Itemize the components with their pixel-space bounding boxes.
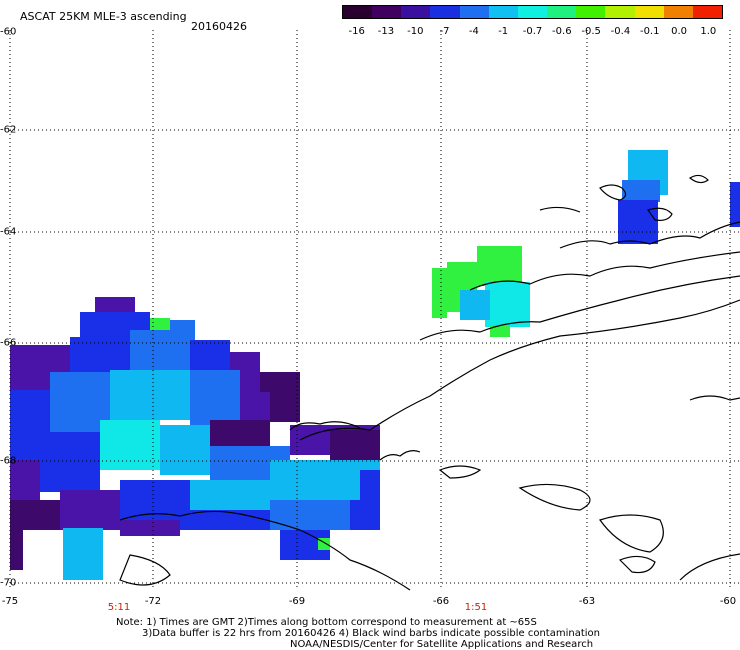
map-title: ASCAT 25KM MLE-3 ascending	[20, 10, 187, 23]
note-line-1: Note: 1) Times are GMT 2)Times along bot…	[116, 617, 537, 628]
swath-cell	[460, 290, 490, 320]
swath-cell	[10, 530, 23, 570]
colorbar-tick-label: 1.0	[700, 26, 717, 37]
colorbar-tick-label: -13	[377, 26, 395, 37]
swath-cell	[10, 500, 60, 530]
colorbar-segment	[634, 6, 664, 18]
colorbar-segment	[692, 6, 723, 18]
map-date: 20160426	[191, 20, 247, 33]
swath-cell	[100, 420, 160, 470]
colorbar-segment	[401, 6, 431, 18]
colorbar-segment	[576, 6, 606, 18]
swath-cell	[618, 200, 658, 244]
swath-cell	[70, 337, 130, 372]
colorbar-tick-label: -7	[439, 26, 450, 37]
swath-cell	[120, 520, 180, 536]
colorbar-tick-label: -0.7	[522, 26, 543, 37]
colorbar-tick-label: -4	[468, 26, 479, 37]
colorbar-segment	[547, 6, 577, 18]
lat-label-68: -68	[0, 455, 17, 467]
lon-label-75: -75	[1, 596, 19, 607]
swath-cell	[190, 370, 240, 425]
colorbar-tick-label: -0.4	[610, 26, 631, 37]
colorbar-tick-label: -1	[498, 26, 509, 37]
swath-cell	[210, 420, 270, 450]
colorbar-tick-label: -0.1	[639, 26, 660, 37]
swath-cell	[622, 180, 660, 202]
swath-cell	[40, 432, 100, 492]
swath-cell	[63, 528, 103, 580]
colorbar-tick-label: -0.6	[552, 26, 572, 37]
colorbar-segment	[459, 6, 489, 18]
lat-label-60: -60	[0, 26, 17, 38]
swath-cell	[730, 182, 740, 227]
lat-label-66: -66	[0, 337, 17, 349]
lon-label-72: -72	[144, 596, 162, 607]
lon-label-60: -60	[719, 596, 737, 607]
lon-label-69: -69	[288, 596, 306, 607]
coastline	[119, 174, 740, 591]
swath-cell	[490, 325, 510, 337]
swath-cell	[130, 330, 190, 370]
colorbar-segment	[372, 6, 402, 18]
swath-cell	[150, 318, 170, 330]
swath-cell	[95, 297, 135, 315]
time-label-1: 5:11	[107, 602, 131, 613]
graticule	[9, 30, 740, 590]
colorbar-tick-label: -10	[407, 26, 424, 37]
lon-label-66: -66	[432, 596, 450, 607]
swath-cell	[432, 268, 447, 318]
note-line-3: NOAA/NESDIS/Center for Satellite Applica…	[290, 639, 594, 650]
note-line-2: 3)Data buffer is 22 hrs from 20160426 4)…	[142, 628, 600, 639]
swath-cell	[190, 340, 230, 370]
lon-label-63: -63	[578, 596, 596, 607]
swath-cell	[350, 500, 380, 530]
colorbar-tick-label: -0.5	[581, 26, 601, 37]
swath-cell	[160, 425, 210, 475]
lat-label-62: -62	[0, 124, 17, 136]
colorbar-tick-label: -16	[348, 26, 365, 37]
colorbar-segment	[605, 6, 635, 18]
swath-cell	[270, 500, 360, 530]
lat-label-70: -70	[0, 577, 17, 589]
colorbar-tick-label: 0.0	[671, 26, 687, 37]
swath-cell	[110, 370, 190, 420]
swath-cell	[60, 490, 120, 530]
colorbar-segment	[663, 6, 693, 18]
colorbar-segment	[343, 6, 373, 18]
time-label-2: 1:51	[464, 602, 488, 613]
swath-cell	[330, 430, 380, 460]
colorbar-segment	[488, 6, 518, 18]
scatterometer-swath	[10, 150, 740, 580]
swath-cell	[477, 246, 522, 286]
colorbar-segment	[430, 6, 460, 18]
colorbar	[342, 5, 723, 19]
colorbar-segment	[517, 6, 548, 18]
lat-label-64: -64	[0, 226, 17, 238]
swath-cell	[190, 480, 270, 510]
swath-cell	[485, 282, 530, 327]
